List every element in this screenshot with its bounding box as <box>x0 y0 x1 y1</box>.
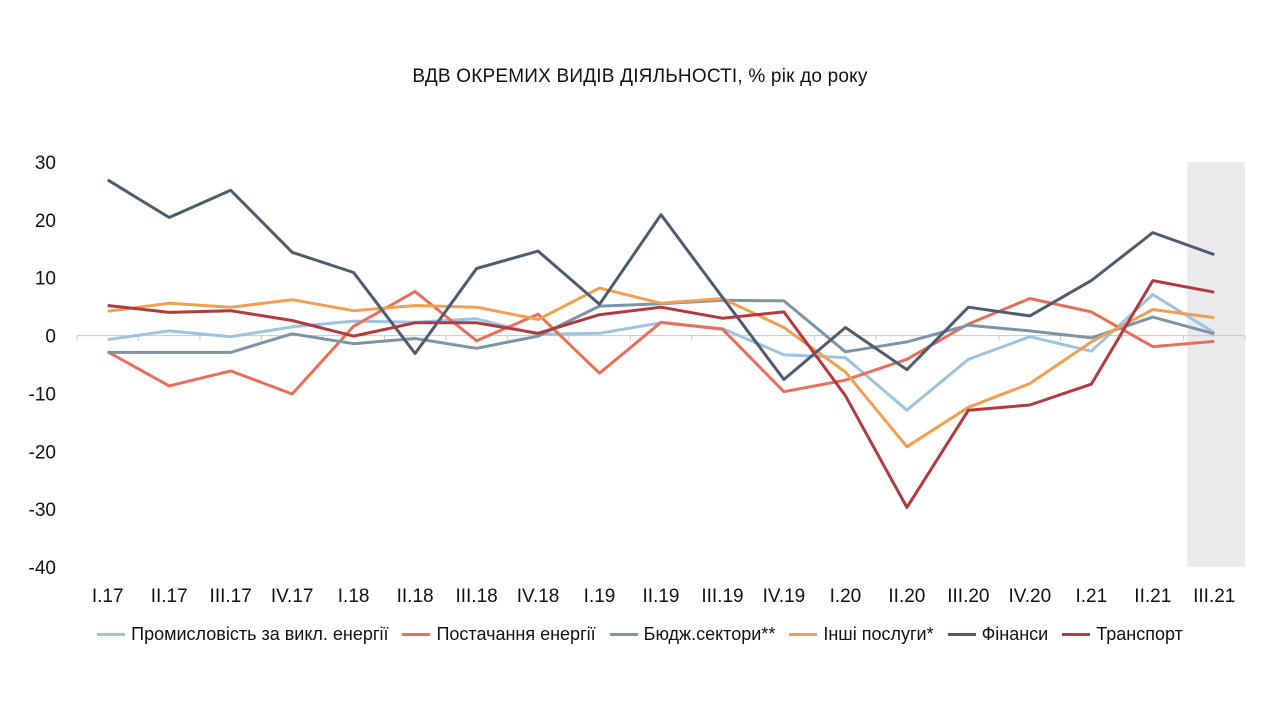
legend-swatch <box>947 633 976 636</box>
series-line-1 <box>106 290 1215 396</box>
x-tick-label: II.19 <box>643 586 680 607</box>
y-tick-label: 30 <box>35 153 56 174</box>
series-line-3 <box>107 286 1215 449</box>
series-line-0 <box>107 293 1216 412</box>
legend-label: Постачання енергії <box>436 624 596 644</box>
legend-item: Постачання енергії <box>402 624 596 645</box>
legend-label: Промисловість за викл. енергії <box>131 624 389 644</box>
x-tick-label: I.17 <box>92 586 124 607</box>
legend-swatch <box>402 633 431 636</box>
legend-swatch <box>1062 633 1091 636</box>
x-tick-label: IV.20 <box>1009 586 1052 607</box>
y-tick-label: 0 <box>45 327 56 348</box>
legend-label: Бюдж.сектори** <box>643 624 776 644</box>
y-tick-label: -20 <box>29 442 56 463</box>
series-line-5 <box>107 279 1215 509</box>
chart-title: ВДВ ОКРЕМИХ ВИДІВ ДІЯЛЬНОСТІ, % рік до р… <box>412 66 868 87</box>
x-tick-label: IV.19 <box>763 586 806 607</box>
x-tick-label: III.18 <box>455 586 497 607</box>
legend-item: Інші послуги* <box>789 624 934 645</box>
series-line-4 <box>106 178 1215 381</box>
x-tick-label: III.21 <box>1193 586 1235 607</box>
x-tick-label: III.19 <box>701 586 743 607</box>
y-tick-label: -10 <box>29 384 56 405</box>
legend-swatch <box>97 633 126 636</box>
legend-item: Бюдж.сектори** <box>609 624 776 645</box>
legend-label: Транспорт <box>1096 624 1183 644</box>
legend-item: Транспорт <box>1062 624 1183 645</box>
y-tick-label: 20 <box>35 211 56 232</box>
x-tick-label: IV.18 <box>517 586 560 607</box>
x-tick-label: III.17 <box>210 586 252 607</box>
highlight-band <box>1187 162 1245 567</box>
x-tick-label: I.19 <box>584 586 616 607</box>
legend-item: Промисловість за викл. енергії <box>97 624 388 645</box>
legend-swatch <box>609 633 638 636</box>
y-tick-label: 10 <box>35 269 56 290</box>
x-axis-labels: I.17 II.17 III.17 IV.17 I.18 II.18 III.18 IV.18… <box>92 586 1236 607</box>
legend-item: Фінанси <box>947 624 1049 645</box>
y-tick-label: -40 <box>29 558 56 579</box>
x-tick-label: I.18 <box>338 586 370 607</box>
x-tick-label: II.17 <box>151 586 188 607</box>
series-lines <box>106 178 1216 509</box>
x-tick-label: III.20 <box>947 586 989 607</box>
x-tick-label: II.18 <box>397 586 434 607</box>
legend-label: Фінанси <box>981 624 1049 644</box>
x-tick-label: I.21 <box>1075 586 1107 607</box>
x-tick-label: II.20 <box>888 586 925 607</box>
y-tick-label: -30 <box>29 500 56 521</box>
legend-label: Інші послуги* <box>823 624 934 644</box>
x-tick-label: I.20 <box>830 586 862 607</box>
x-tick-label: IV.17 <box>271 586 314 607</box>
legend: Промисловість за викл. енергії Постачання… <box>0 624 1280 645</box>
legend-swatch <box>789 633 818 636</box>
y-axis-labels: 30 20 10 0 -10 -20 -30 -40 <box>29 153 56 579</box>
x-tick-label: II.21 <box>1134 586 1171 607</box>
